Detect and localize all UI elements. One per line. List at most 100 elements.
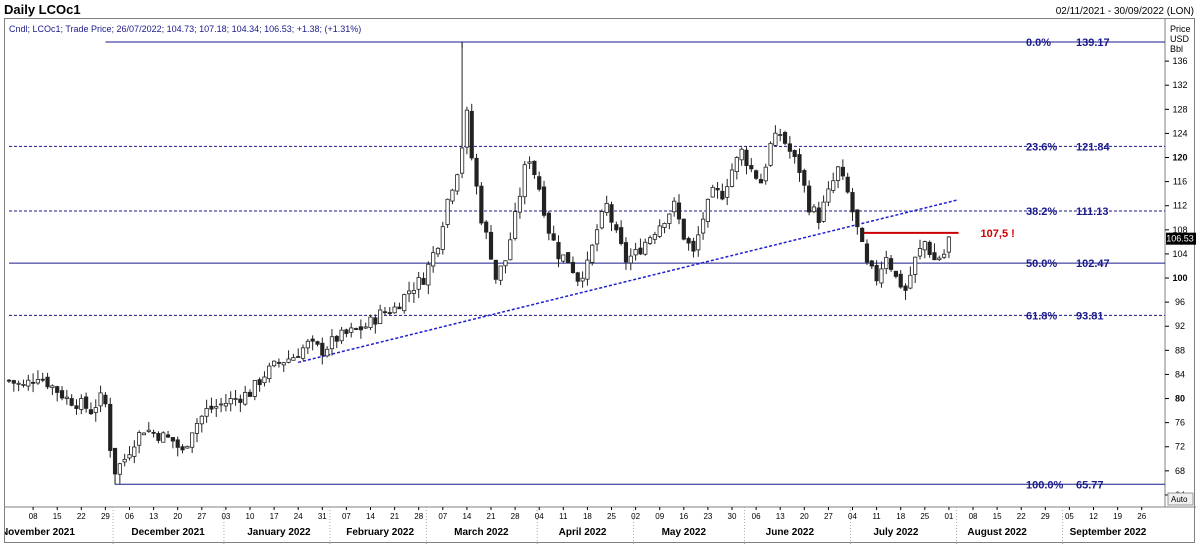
x-tick-label: 06 bbox=[752, 512, 761, 521]
candle bbox=[247, 389, 253, 397]
candle bbox=[387, 307, 392, 316]
candle bbox=[927, 240, 932, 258]
candle-body bbox=[79, 398, 84, 410]
candle-body bbox=[874, 265, 879, 282]
candle bbox=[657, 219, 662, 239]
candle bbox=[686, 236, 691, 251]
candle-body bbox=[243, 392, 248, 405]
candle-body bbox=[127, 454, 132, 459]
candle-body bbox=[363, 326, 368, 329]
x-tick-label: 15 bbox=[993, 512, 1002, 521]
candle bbox=[888, 254, 894, 272]
candle-body bbox=[729, 169, 735, 187]
candle bbox=[40, 372, 45, 383]
candle bbox=[435, 247, 441, 258]
axis-unit-usd: USD bbox=[1170, 34, 1190, 44]
candle-body bbox=[411, 290, 416, 294]
candle-body bbox=[821, 201, 826, 222]
candle-body bbox=[175, 439, 180, 448]
candle bbox=[493, 259, 498, 284]
axis-unit-bbl: Bbl bbox=[1170, 44, 1183, 54]
x-tick-label: 22 bbox=[1017, 512, 1026, 521]
candle bbox=[300, 344, 306, 361]
candle-body bbox=[228, 398, 233, 405]
candle bbox=[69, 394, 74, 407]
candle-body bbox=[315, 341, 320, 345]
candle-body bbox=[440, 226, 445, 250]
candle-body bbox=[469, 110, 474, 159]
candle bbox=[257, 377, 262, 392]
price-axis: 6468727680848892961001041081121161201241… bbox=[1165, 56, 1196, 500]
candle bbox=[681, 218, 686, 241]
candle bbox=[667, 213, 672, 230]
candle-body bbox=[93, 407, 98, 413]
candle-body bbox=[320, 342, 325, 356]
candle bbox=[773, 125, 778, 147]
candle-body bbox=[701, 218, 706, 234]
candle-body bbox=[619, 227, 624, 244]
candle bbox=[845, 172, 850, 194]
candle bbox=[763, 163, 768, 185]
chart-frame[interactable]: 0.0% 139.17 23.6% 121.84 38.2% 111.13 50.0% 102… bbox=[4, 18, 1196, 544]
candle-body bbox=[744, 149, 749, 166]
candle-body bbox=[455, 174, 460, 192]
candle bbox=[50, 384, 55, 396]
candle-body bbox=[884, 256, 889, 270]
candle-body bbox=[64, 396, 69, 399]
candle bbox=[739, 147, 744, 166]
candle bbox=[874, 260, 879, 286]
candle bbox=[561, 254, 566, 263]
candle-body bbox=[484, 221, 489, 233]
x-tick-label: 13 bbox=[149, 512, 158, 521]
y-tick-label: 116 bbox=[1173, 177, 1187, 187]
candle-body bbox=[913, 256, 918, 275]
candle bbox=[122, 453, 127, 467]
candle bbox=[445, 198, 450, 228]
x-tick-label: 11 bbox=[872, 512, 881, 521]
auto-button[interactable]: Auto bbox=[1167, 492, 1194, 506]
candle bbox=[21, 379, 26, 388]
candle bbox=[368, 314, 373, 330]
candle bbox=[204, 399, 209, 423]
x-tick-label: 28 bbox=[511, 512, 520, 521]
candle bbox=[864, 239, 870, 265]
candle-body bbox=[551, 233, 556, 241]
candle-body bbox=[922, 241, 927, 251]
candle bbox=[879, 261, 884, 288]
candle-body bbox=[416, 277, 421, 290]
x-tick-label: 28 bbox=[414, 512, 423, 521]
candle-body bbox=[406, 290, 412, 295]
candle-body bbox=[705, 198, 710, 222]
x-tick-label: 29 bbox=[1041, 512, 1050, 521]
candle bbox=[199, 415, 204, 433]
candle-body bbox=[132, 446, 137, 457]
candle bbox=[705, 198, 710, 228]
candle bbox=[194, 418, 200, 443]
x-tick-label: 17 bbox=[270, 512, 279, 521]
candle bbox=[474, 153, 479, 195]
y-tick-label: 108 bbox=[1172, 225, 1187, 235]
candle-body bbox=[108, 403, 113, 451]
candle-body bbox=[464, 109, 469, 148]
candle-body bbox=[599, 211, 604, 229]
x-tick-label: 14 bbox=[366, 512, 375, 521]
candle-body bbox=[604, 203, 609, 213]
trendline-layer: 107,5 ! bbox=[298, 198, 1015, 364]
candle-body bbox=[421, 277, 426, 285]
fib-price-label: 93.81 bbox=[1076, 310, 1104, 322]
candle-body bbox=[170, 437, 175, 442]
candle-body bbox=[898, 273, 903, 288]
candle bbox=[305, 339, 310, 354]
candle-body bbox=[855, 209, 860, 228]
candle bbox=[758, 173, 764, 184]
candle-body bbox=[623, 242, 629, 263]
candle bbox=[421, 272, 426, 286]
x-tick-label: 30 bbox=[728, 512, 737, 521]
last-price-box bbox=[1166, 232, 1196, 245]
candle-body bbox=[662, 223, 667, 228]
candle-body bbox=[498, 265, 503, 281]
candle bbox=[537, 171, 542, 192]
candle-body bbox=[233, 398, 238, 400]
candle-body bbox=[652, 234, 657, 240]
